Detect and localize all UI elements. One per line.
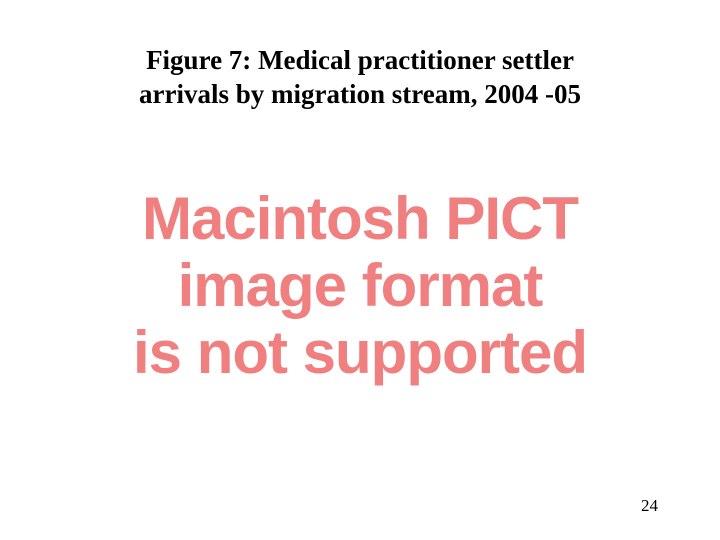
page-number: 24	[641, 496, 658, 516]
pict-error-line1: Macintosh PICT	[142, 185, 578, 252]
figure-title: Figure 7: Medical practitioner settler a…	[0, 44, 720, 112]
pict-error-message: Macintosh PICT image format is not suppo…	[0, 185, 720, 387]
pict-error-line2: image format	[178, 252, 543, 319]
figure-title-line2: arrivals by migration stream, 2004 -05	[139, 79, 581, 109]
figure-title-line1: Figure 7: Medical practitioner settler	[146, 45, 574, 75]
pict-error-line3: is not supported	[133, 319, 587, 386]
